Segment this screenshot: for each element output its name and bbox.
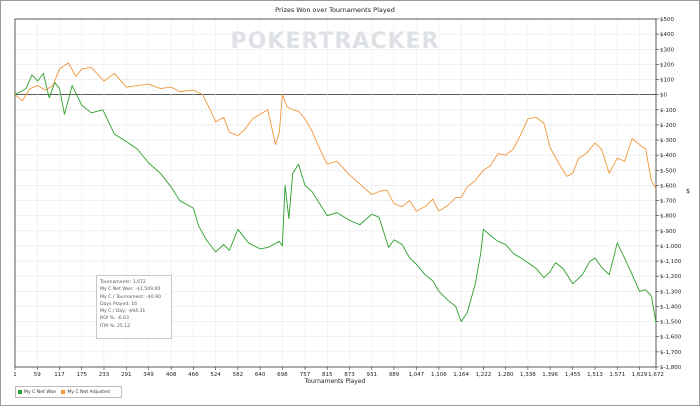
y-tick-label: $400 [660, 32, 674, 38]
y-axis-ticks: $500 $400 $300 $200 $100 $0 $-100 $-200 $-300 $-4… [656, 17, 682, 371]
x-tick-label: 582 [233, 372, 244, 378]
x-tick-label: 175 [76, 372, 87, 378]
legend-item-net-adjusted[interactable]: My C Net Adjusted [61, 389, 110, 395]
y-tick-label: $-1,100 [660, 259, 682, 265]
y-tick-label: $-1,500 [660, 320, 682, 326]
stat-days-played: Days Played: 16 [100, 301, 138, 307]
stat-per-day: My C / Day: -$94.31 [100, 309, 146, 315]
y-tick-label: $-1,200 [660, 274, 682, 280]
x-axis-ticks: 1 59 117 175 233 291 349 408 466 524 582 640 698 757 8… [13, 367, 664, 378]
x-tick-label: 466 [188, 372, 199, 378]
y-tick-label: $-300 [660, 138, 676, 144]
x-tick-label: 1,513 [587, 372, 603, 378]
x-tick-label: 1,280 [498, 372, 514, 378]
x-tick-label: 408 [166, 372, 177, 378]
y-tick-label: $200 [660, 62, 674, 68]
y-tick-label: $-100 [660, 108, 676, 114]
y-tick-label: $-1,300 [660, 289, 682, 295]
x-tick-label: 1 [13, 372, 17, 378]
legend-swatch-net-adjusted [61, 390, 66, 394]
x-axis-label: Tournaments Played [304, 378, 366, 385]
x-tick-label: 873 [344, 372, 355, 378]
x-tick-label: 1,571 [609, 372, 625, 378]
y-tick-label: $-400 [660, 153, 676, 159]
y-tick-label: $300 [660, 47, 674, 53]
y-axis-label: $ [686, 188, 690, 195]
y-tick-label: $-900 [660, 229, 676, 235]
x-tick-label: 1,455 [565, 372, 581, 378]
x-tick-label: 931 [367, 372, 378, 378]
stats-panel: Tournaments: 1,672 My C Net Won: -$1,509… [96, 275, 172, 339]
x-tick-label: 698 [277, 372, 288, 378]
x-tick-label: 1,629 [632, 372, 648, 378]
x-tick-label: 1,672 [648, 372, 664, 378]
x-tick-label: 640 [255, 372, 266, 378]
legend-swatch-net-won [18, 390, 22, 394]
y-tick-label: $-1,000 [660, 244, 682, 250]
y-tick-label: $-600 [660, 183, 676, 189]
x-tick-label: 291 [121, 372, 132, 378]
x-tick-label: 233 [99, 372, 110, 378]
stat-per-tournament: My C / Tournament: -$0.90 [100, 294, 161, 300]
x-tick-label: 989 [389, 372, 400, 378]
x-tick-label: 757 [300, 372, 311, 378]
series-line-my-c-net-adjusted [14, 62, 657, 212]
x-tick-label: 524 [210, 372, 221, 378]
y-tick-label: $-200 [660, 123, 676, 129]
y-tick-label: $0 [660, 93, 667, 99]
chart-title: Prizes Won over Tournaments Played [275, 6, 395, 14]
series-layer [14, 62, 657, 324]
y-tick-label: $-800 [660, 214, 676, 220]
legend: My C Net Won My C Net Adjusted [15, 386, 122, 398]
y-tick-label: $100 [660, 78, 674, 84]
legend-item-net-won[interactable]: My C Net Won [18, 390, 56, 395]
legend-label-net-won: My C Net Won [24, 389, 57, 395]
legend-label-net-adjusted: My C Net Adjusted [67, 389, 110, 395]
y-tick-label: $500 [660, 17, 674, 23]
stat-net-won: My C Net Won: -$1,509.00 [100, 287, 161, 293]
x-tick-label: 349 [143, 372, 154, 378]
y-tick-label: $-1,800 [660, 365, 682, 371]
y-tick-label: $-1,700 [660, 350, 682, 356]
x-tick-label: 1,338 [520, 372, 536, 378]
series-line-my-c-net-won [14, 73, 657, 324]
stat-tournaments: Tournaments: 1,672 [100, 280, 146, 285]
y-tick-label: $-500 [660, 168, 676, 174]
x-tick-label: 1,396 [542, 372, 558, 378]
grid [14, 18, 657, 368]
x-tick-label: 1,106 [431, 372, 447, 378]
x-tick-label: 1,164 [453, 372, 469, 378]
plot-border [14, 18, 657, 368]
y-tick-label: $-700 [660, 199, 676, 205]
watermark-logo: POKERTRACKER [231, 29, 440, 54]
x-tick-label: 815 [322, 372, 333, 378]
x-tick-label: 1,222 [476, 372, 492, 378]
x-tick-label: 59 [34, 372, 41, 378]
stat-roi: ROI %: -6.03 [100, 316, 129, 322]
x-tick-label: 1,047 [408, 372, 424, 378]
y-tick-label: $-1,400 [660, 304, 682, 310]
stat-itm: ITM %: 25.12 [100, 323, 131, 329]
y-tick-label: $-1,600 [660, 335, 682, 341]
x-tick-label: 117 [54, 372, 65, 378]
